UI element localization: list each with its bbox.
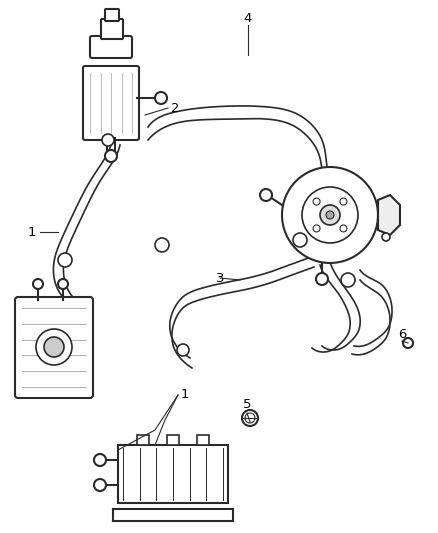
Circle shape — [403, 338, 413, 348]
FancyBboxPatch shape — [90, 36, 132, 58]
Circle shape — [320, 205, 340, 225]
Circle shape — [326, 211, 334, 219]
Circle shape — [94, 479, 106, 491]
FancyBboxPatch shape — [101, 19, 123, 39]
Circle shape — [36, 329, 72, 365]
Text: 6: 6 — [398, 328, 406, 342]
Circle shape — [33, 279, 43, 289]
FancyBboxPatch shape — [105, 9, 119, 21]
Circle shape — [177, 344, 189, 356]
Circle shape — [340, 225, 347, 232]
Circle shape — [58, 279, 68, 289]
Circle shape — [293, 233, 307, 247]
Circle shape — [313, 225, 320, 232]
Text: 1: 1 — [28, 225, 36, 238]
Circle shape — [316, 273, 328, 285]
FancyBboxPatch shape — [167, 435, 179, 445]
Circle shape — [105, 150, 117, 162]
Circle shape — [282, 167, 378, 263]
Text: 2: 2 — [171, 101, 179, 115]
Circle shape — [302, 187, 358, 243]
Circle shape — [242, 410, 258, 426]
Circle shape — [245, 413, 255, 423]
Text: 4: 4 — [244, 12, 252, 25]
Circle shape — [341, 273, 355, 287]
FancyBboxPatch shape — [197, 435, 209, 445]
Circle shape — [260, 189, 272, 201]
Circle shape — [382, 233, 390, 241]
Circle shape — [340, 198, 347, 205]
Circle shape — [155, 238, 169, 252]
FancyBboxPatch shape — [118, 445, 228, 503]
FancyBboxPatch shape — [15, 297, 93, 398]
Text: 3: 3 — [216, 271, 224, 285]
Polygon shape — [378, 195, 400, 235]
Circle shape — [155, 92, 167, 104]
Circle shape — [94, 454, 106, 466]
FancyBboxPatch shape — [83, 66, 139, 140]
Circle shape — [44, 337, 64, 357]
FancyBboxPatch shape — [137, 435, 149, 445]
Text: 1: 1 — [181, 389, 189, 401]
Text: 5: 5 — [243, 399, 251, 411]
Circle shape — [313, 198, 320, 205]
Circle shape — [102, 134, 114, 146]
Circle shape — [58, 253, 72, 267]
